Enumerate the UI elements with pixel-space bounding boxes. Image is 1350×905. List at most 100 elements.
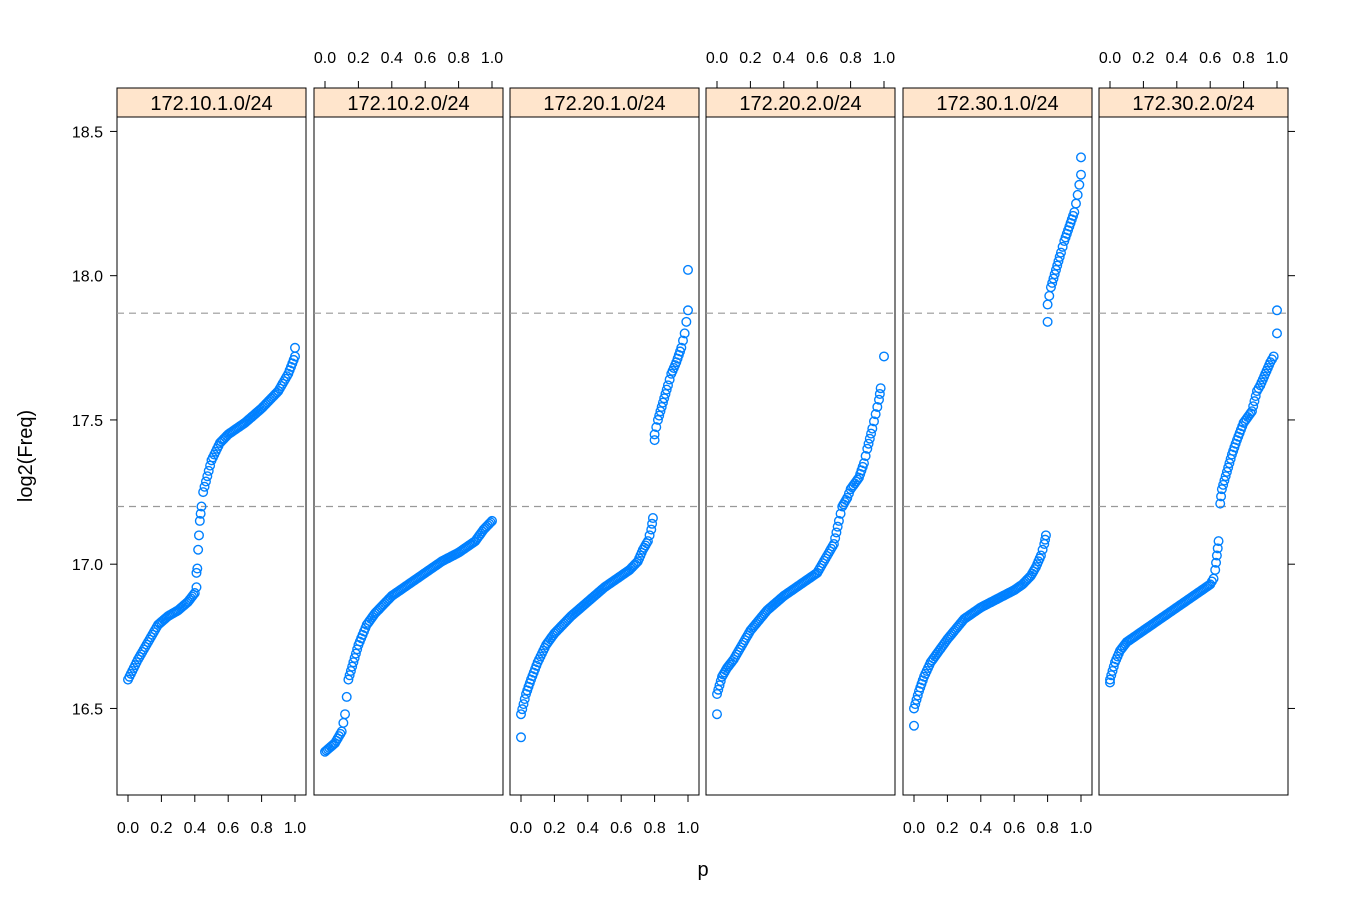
data-point xyxy=(644,530,655,541)
panel-frame-1 xyxy=(116,116,307,796)
x-tick-label: 0.8 xyxy=(447,50,469,67)
y-tick-label: 18.0 xyxy=(72,269,103,286)
data-point xyxy=(1268,351,1279,362)
data-point xyxy=(1249,396,1260,407)
data-point xyxy=(487,515,498,526)
data-point xyxy=(1074,179,1085,190)
strip-2 xyxy=(313,87,504,118)
data-point xyxy=(873,394,884,405)
data-point xyxy=(195,508,206,519)
data-point xyxy=(517,704,528,715)
x-tick-label: 0.4 xyxy=(970,820,992,837)
data-point xyxy=(1040,530,1051,541)
data-point xyxy=(731,649,742,660)
strip-4 xyxy=(705,87,896,118)
data-point xyxy=(196,501,207,512)
data-point xyxy=(1216,484,1227,495)
data-point xyxy=(1037,544,1048,555)
data-point xyxy=(860,451,871,462)
x-tick-label: 0.8 xyxy=(1232,50,1254,67)
data-point xyxy=(1047,277,1058,288)
data-point xyxy=(1107,665,1118,676)
data-point xyxy=(826,543,837,554)
data-point xyxy=(1029,564,1040,575)
x-tick-label: 0.6 xyxy=(1003,820,1025,837)
data-point xyxy=(134,651,145,662)
panel-frame-5 xyxy=(902,116,1093,796)
data-point xyxy=(714,680,725,691)
x-tick-label: 0.4 xyxy=(184,820,206,837)
data-point xyxy=(1224,458,1235,469)
x-tick-label: 0.2 xyxy=(150,820,172,837)
data-point xyxy=(677,335,688,346)
data-point xyxy=(1050,264,1061,275)
data-point xyxy=(1035,550,1046,561)
data-point xyxy=(813,565,824,576)
data-point xyxy=(730,651,741,662)
data-point xyxy=(1054,251,1065,262)
data-point xyxy=(340,709,351,720)
data-point xyxy=(1245,408,1256,419)
x-tick-label: 0.0 xyxy=(706,50,728,67)
data-point xyxy=(1211,550,1222,561)
data-point xyxy=(350,648,361,659)
data-point xyxy=(737,639,748,650)
x-tick-label: 0.4 xyxy=(1166,50,1188,67)
strip-6 xyxy=(1098,87,1289,118)
panel-frame-2 xyxy=(313,116,504,796)
data-point xyxy=(347,661,358,672)
x-tick-label: 0.2 xyxy=(543,820,565,837)
x-tick-label: 0.8 xyxy=(839,50,861,67)
data-point xyxy=(1213,536,1224,547)
data-point xyxy=(683,264,694,275)
strip-label-6: 172.30.2.0/24 xyxy=(1132,93,1254,115)
data-point xyxy=(1044,290,1055,301)
data-point xyxy=(138,644,149,655)
data-point xyxy=(274,383,285,394)
x-tick-label: 0.0 xyxy=(314,50,336,67)
x-tick-label: 0.6 xyxy=(217,820,239,837)
strip-1 xyxy=(116,87,307,118)
data-point xyxy=(817,558,828,569)
data-point xyxy=(200,476,211,487)
data-point xyxy=(203,465,214,476)
data-point xyxy=(1070,198,1081,209)
data-point xyxy=(1104,677,1115,688)
x-tick-label: 1.0 xyxy=(284,820,306,837)
data-point xyxy=(194,515,205,526)
data-point xyxy=(518,699,529,710)
data-point xyxy=(343,674,354,685)
data-point xyxy=(192,563,203,574)
x-tick-label: 0.8 xyxy=(250,820,272,837)
data-point xyxy=(1040,534,1051,545)
data-point xyxy=(191,567,202,578)
data-point xyxy=(741,632,752,643)
x-tick-label: 0.8 xyxy=(1036,820,1058,837)
data-point xyxy=(681,316,692,327)
data-point xyxy=(911,694,922,705)
data-point xyxy=(1216,491,1227,502)
data-point xyxy=(712,689,723,700)
data-point xyxy=(852,474,863,485)
data-point xyxy=(819,555,830,566)
x-tick-label: 0.2 xyxy=(739,50,761,67)
data-point xyxy=(281,371,292,382)
y-tick-label: 17.0 xyxy=(72,557,103,574)
data-point xyxy=(1104,674,1115,685)
data-point xyxy=(484,518,495,529)
data-point xyxy=(273,386,284,397)
x-tick-label: 0.0 xyxy=(510,820,532,837)
data-point xyxy=(659,393,670,404)
data-point xyxy=(335,728,346,739)
data-point xyxy=(1052,260,1063,271)
data-point xyxy=(1212,543,1223,554)
data-point xyxy=(279,376,290,387)
strip-label-1: 172.10.1.0/24 xyxy=(150,93,272,115)
data-point xyxy=(874,388,885,399)
data-point xyxy=(655,406,666,417)
data-point xyxy=(866,428,877,439)
data-point xyxy=(656,401,667,412)
data-point xyxy=(872,401,883,412)
data-point xyxy=(647,518,658,529)
